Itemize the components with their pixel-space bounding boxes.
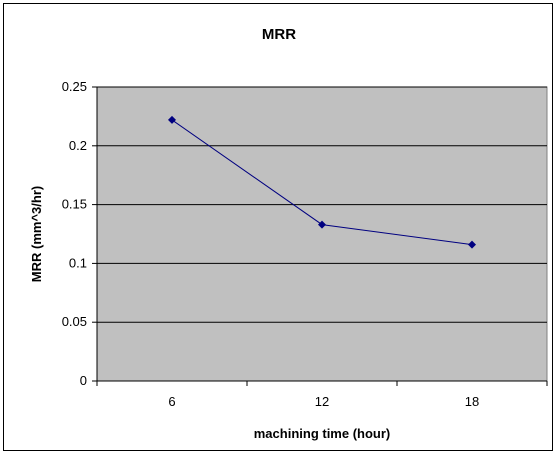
y-axis-title: MRR (mm^3/hr): [29, 186, 44, 282]
y-tick-label: 0: [80, 373, 87, 388]
data-point: [168, 115, 176, 124]
y-tick-label: 0.05: [62, 314, 87, 329]
y-tick-label: 0.2: [69, 138, 87, 153]
y-tick-labels: 0 0.05 0.1 0.15 0.2 0.25: [62, 79, 87, 388]
series-layer: [168, 115, 476, 249]
x-tick-label: 18: [465, 394, 479, 409]
x-tick-label: 6: [168, 394, 175, 409]
x-tick-label: 12: [315, 394, 329, 409]
x-axis-title: machining time (hour): [254, 426, 391, 441]
axes: [92, 86, 548, 386]
chart-title: MRR: [262, 26, 296, 43]
plot-area: [96, 86, 548, 382]
y-tick-label: 0.15: [62, 197, 87, 212]
data-point: [318, 220, 326, 229]
gridlines: [97, 86, 547, 323]
y-tick-label: 0.25: [62, 79, 87, 94]
data-point: [468, 240, 476, 249]
y-tick-label: 0.1: [69, 255, 87, 270]
x-tick-labels: 6 12 18: [168, 394, 479, 409]
